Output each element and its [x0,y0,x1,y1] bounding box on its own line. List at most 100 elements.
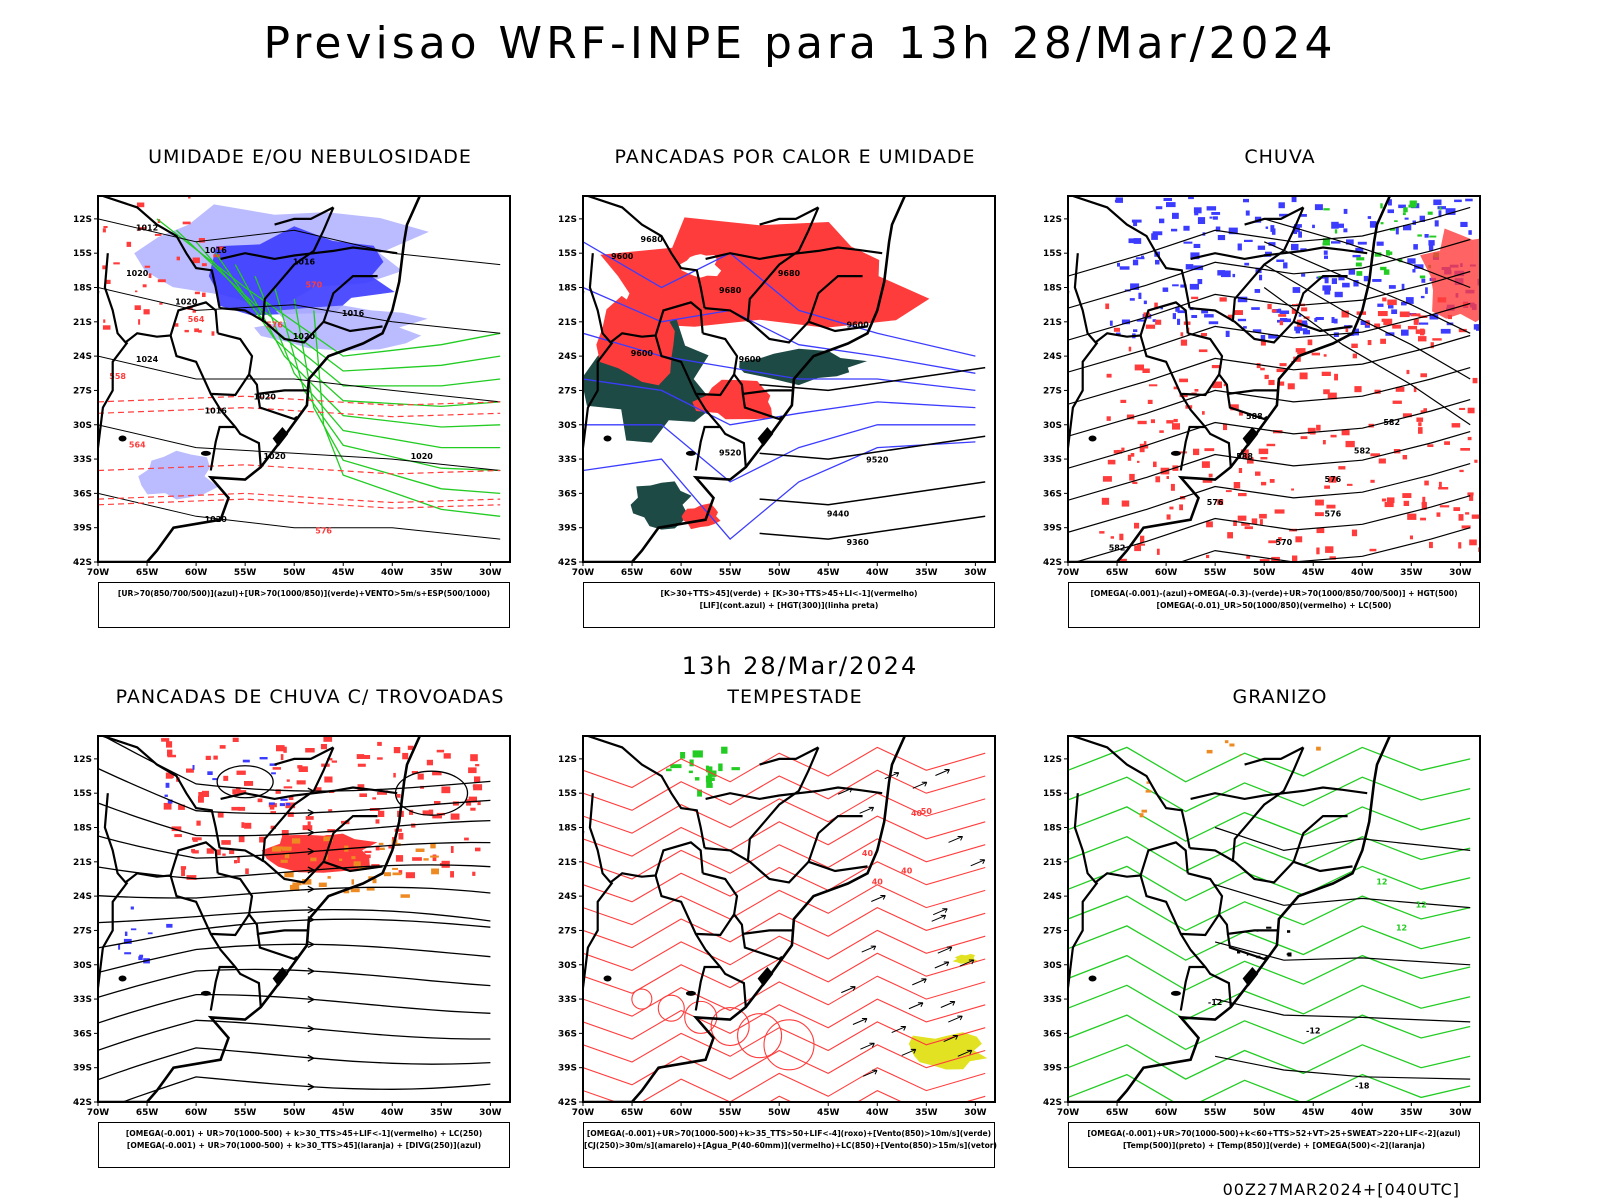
rain-area [1189,283,1199,290]
state-border [274,206,334,226]
contour-fragment [106,279,111,284]
convection-area [379,847,385,850]
wind-vector [901,1048,917,1056]
rain-area [1180,339,1188,346]
rain-area [1369,548,1377,552]
omega-area [1139,813,1144,818]
rain-area [1342,282,1350,288]
rain-area [1406,369,1410,375]
divergence-area [164,794,168,797]
rain-area [1334,291,1343,298]
rain-area [1228,227,1238,235]
lon-tick-label: 55W [234,568,257,578]
contour-label: 9360 [847,538,870,547]
thunderstorm-area [192,850,199,854]
thunderstorm-area [357,784,365,790]
rain-area [1416,417,1424,422]
thunderstorm-area [217,812,224,818]
state-border [1179,965,1206,1011]
lat-tick-label: 39S [73,524,92,534]
streamline-arrow [307,885,315,893]
temperature-850-contour [1068,954,1471,991]
thunderstorm-area [257,798,263,803]
streamline-arrow [307,1083,315,1091]
rain-area [1474,459,1478,463]
state-border [1189,307,1353,344]
rain-area [1367,340,1372,346]
rain-area [1206,554,1210,559]
convection-area [400,894,410,898]
rain-area [1169,506,1174,510]
precipitable-water-contour [657,994,685,1022]
thunderstorm-area [360,854,371,859]
lagoon [1242,427,1259,447]
state-border [694,965,721,1011]
rain-area [1343,208,1348,214]
rain-area [1315,317,1324,320]
convection-area [339,858,343,861]
lat-tick-label: 15S [73,789,92,799]
thunderstorm-area [324,776,333,783]
thunderstorm-area [411,771,419,774]
rain-area [1154,302,1158,310]
rain-area [1438,481,1442,488]
state-border [1244,206,1304,226]
rain-area [1258,448,1269,455]
thunderstorm-area [268,803,277,808]
rain-area [1377,311,1388,317]
state-border [746,206,820,322]
lake [200,990,211,996]
clear-area [908,220,995,311]
rain-area [1143,300,1147,305]
streamline [583,998,986,1040]
rain-area [1388,285,1396,289]
thunderstorm-area [361,859,365,864]
lat-tick-label: 42S [558,1098,577,1108]
rain-area [1136,543,1145,546]
thunderstorm-area [436,749,445,753]
rain-area [1413,318,1419,325]
contour-label: 576 [1325,475,1342,484]
streamline [98,886,491,899]
rain-area [1162,287,1169,292]
rain-area [1204,314,1214,318]
wind-vector [862,1069,878,1077]
rain-area [1177,310,1186,314]
contour-fragment [134,305,141,310]
rain-area [1242,452,1249,459]
thunderstorm-area [470,754,478,762]
wind-area [694,777,700,781]
wind-area [680,752,686,759]
rain-area [1460,221,1468,227]
state-border [98,341,129,458]
state-border [1231,206,1305,322]
thunderstorm-area [375,819,380,824]
temperature-500-contour [1214,941,1471,966]
coastline [583,196,906,562]
convection-area [284,872,294,878]
streamline [583,838,986,880]
lat-tick-label: 21S [558,858,577,868]
rain-area [1421,502,1426,505]
convection-area [353,861,361,867]
streamline [1068,334,1471,405]
contour-label: 582 [1109,544,1126,553]
state-border [220,246,398,261]
temperature-850-contour [1068,835,1471,872]
rain-area [1352,254,1361,258]
contour-fragment [135,290,138,293]
lon-tick-label: 30W [1449,1108,1472,1118]
thunderstorm-area [191,849,195,853]
lat-tick-label: 27S [73,926,92,936]
rain-area [1321,371,1331,376]
thunderstorm-area [472,871,476,876]
rain-area [1179,378,1188,383]
wind-vector [891,1026,907,1033]
humidity-contour [273,287,501,472]
rain-area [1378,458,1386,464]
state-border [588,793,704,884]
map-canvas: 58858858258257657657657058212S15S18S21S2… [1043,195,1481,578]
lon-tick-label: 50W [283,1108,306,1118]
rain-area [1143,444,1149,449]
lat-tick-label: 21S [73,858,92,868]
